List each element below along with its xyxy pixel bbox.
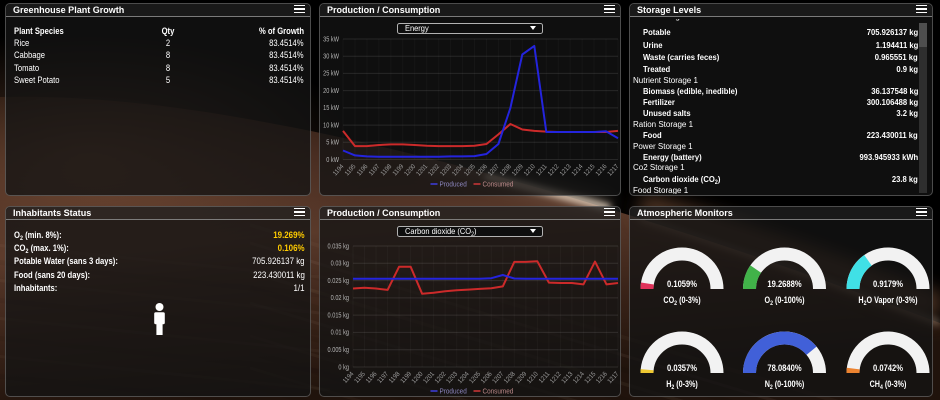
svg-text:0.01 kg: 0.01 kg [331,329,350,337]
svg-text:5 kW: 5 kW [326,139,339,147]
svg-text:1209: 1209 [514,370,529,385]
svg-text:1204: 1204 [456,370,471,385]
svg-text:78.0840%: 78.0840% [767,361,802,372]
svg-text:1203: 1203 [445,370,460,385]
svg-text:1207: 1207 [487,162,502,177]
svg-text:1194: 1194 [332,162,346,177]
svg-text:1195: 1195 [344,162,358,177]
svg-text:1204: 1204 [451,162,466,177]
svg-text:1215: 1215 [582,162,597,177]
svg-text:1213: 1213 [560,370,575,385]
svg-text:1198: 1198 [379,162,393,177]
svg-text:1210: 1210 [526,370,541,385]
svg-text:0 kg: 0 kg [338,363,349,371]
svg-text:1211: 1211 [535,162,549,177]
svg-text:0.025 kg: 0.025 kg [328,277,350,285]
svg-text:CO2​ (0-3%): CO2​ (0-3%) [663,295,700,307]
svg-text:1214: 1214 [572,370,587,385]
svg-text:1209: 1209 [511,162,526,177]
svg-text:1217: 1217 [606,162,620,177]
svg-text:0.0742%: 0.0742% [873,361,903,372]
svg-text:H2​ (0-3%): H2​ (0-3%) [666,379,698,391]
svg-text:0.035 kg: 0.035 kg [328,242,350,250]
svg-text:N2​ (0-100%): N2​ (0-100%) [765,379,805,391]
svg-text:0.005 kg: 0.005 kg [328,346,350,354]
svg-text:1217: 1217 [606,370,620,385]
svg-text:15 kW: 15 kW [323,104,339,112]
svg-text:20 kW: 20 kW [323,87,339,95]
svg-text:1211: 1211 [537,370,551,385]
svg-text:25 kW: 25 kW [323,70,339,78]
svg-text:1216: 1216 [594,162,609,177]
svg-text:1203: 1203 [439,162,454,177]
svg-text:1205: 1205 [468,370,483,385]
svg-text:1200: 1200 [410,370,425,385]
svg-text:O2​ (0-100%): O2​ (0-100%) [764,295,804,307]
svg-text:1216: 1216 [595,370,610,385]
svg-text:1206: 1206 [475,162,490,177]
svg-text:1202: 1202 [427,162,442,177]
svg-text:0.1059%: 0.1059% [667,277,697,288]
svg-text:H2​O Vapor (0-3%): H2​O Vapor (0-3%) [858,295,917,307]
svg-text:19.2688%: 19.2688% [767,277,802,288]
svg-text:1210: 1210 [523,162,538,177]
svg-text:0.9179%: 0.9179% [873,277,903,288]
svg-text:Consumed: Consumed [483,181,514,189]
svg-text:1196: 1196 [355,162,369,177]
svg-text:1208: 1208 [499,162,514,177]
svg-text:30 kW: 30 kW [323,52,339,60]
svg-text:1207: 1207 [491,370,506,385]
svg-text:1205: 1205 [463,162,478,177]
svg-text:1212: 1212 [546,162,561,177]
svg-text:Produced: Produced [440,181,467,189]
svg-text:0.03 kg: 0.03 kg [331,260,350,268]
svg-text:1215: 1215 [583,370,598,385]
svg-text:0.015 kg: 0.015 kg [328,311,350,319]
svg-text:1200: 1200 [403,162,418,177]
svg-text:0.02 kg: 0.02 kg [331,294,350,302]
svg-text:1213: 1213 [558,162,573,177]
svg-text:1212: 1212 [549,370,564,385]
svg-text:Produced: Produced [440,388,467,396]
svg-text:1202: 1202 [433,370,448,385]
svg-text:1197: 1197 [367,162,381,177]
svg-text:1199: 1199 [399,370,413,385]
svg-text:1195: 1195 [353,370,367,385]
svg-text:0.0357%: 0.0357% [667,361,697,372]
svg-text:CH4​ (0-3%): CH4​ (0-3%) [870,379,907,391]
svg-text:10 kW: 10 kW [323,121,339,129]
svg-text:1199: 1199 [391,162,405,177]
svg-text:1198: 1198 [388,370,402,385]
svg-text:1214: 1214 [570,162,585,177]
svg-text:0 kW: 0 kW [326,156,339,164]
svg-text:1206: 1206 [480,370,495,385]
svg-text:1194: 1194 [342,370,356,385]
svg-text:1201: 1201 [415,162,430,177]
svg-text:35 kW: 35 kW [323,35,339,43]
svg-text:1196: 1196 [365,370,379,385]
svg-text:1197: 1197 [376,370,390,385]
svg-text:Consumed: Consumed [483,388,514,396]
svg-text:1201: 1201 [422,370,437,385]
svg-text:1208: 1208 [503,370,518,385]
